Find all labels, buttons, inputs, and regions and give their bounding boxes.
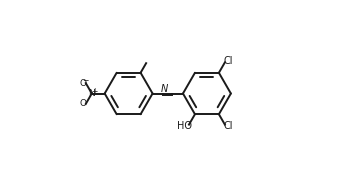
Text: N: N <box>160 84 168 94</box>
Text: O: O <box>79 79 86 88</box>
Text: Cl: Cl <box>224 56 233 66</box>
Text: −: − <box>82 76 89 85</box>
Text: N: N <box>89 89 95 98</box>
Text: Cl: Cl <box>224 121 233 131</box>
Text: O: O <box>79 99 86 108</box>
Text: +: + <box>91 87 97 96</box>
Text: HO: HO <box>177 121 193 131</box>
